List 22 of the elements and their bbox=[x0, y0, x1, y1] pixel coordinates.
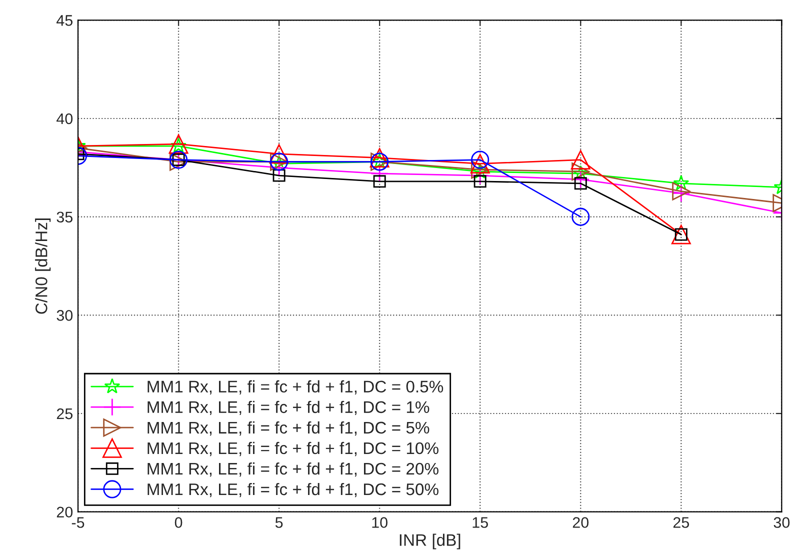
x-tick-label: 30 bbox=[774, 517, 790, 528]
x-tick-label: 10 bbox=[372, 517, 388, 528]
y-tick-label: 35 bbox=[56, 212, 73, 223]
legend-label: MM1 Rx, LE, fi = fc + fd + f1, DC = 20% bbox=[148, 462, 438, 477]
x-tick-label: -5 bbox=[72, 517, 84, 528]
legend-label: MM1 Rx, LE, fi = fc + fd + f1, DC = 1% bbox=[148, 400, 430, 416]
x-tick-label: 25 bbox=[673, 517, 690, 528]
y-axis-title: C/N0 [dB/Hz] bbox=[35, 218, 51, 314]
legend-label: MM1 Rx, LE, fi = fc + fd + f1, DC = 50% bbox=[148, 482, 438, 498]
x-tick-label: 15 bbox=[472, 517, 488, 528]
y-tick-label: 40 bbox=[56, 113, 73, 124]
y-tick-label: 30 bbox=[56, 310, 73, 321]
y-tick-label: 25 bbox=[56, 408, 73, 420]
x-tick-label: 5 bbox=[275, 517, 283, 528]
legend-label: MM1 Rx, LE, fi = fc + fd + f1, DC = 5% bbox=[148, 421, 430, 436]
x-axis-title: INR [dB] bbox=[400, 534, 460, 550]
y-tick-label: 45 bbox=[56, 15, 73, 26]
legend-label: MM1 Rx, LE, fi = fc + fd + f1, DC = 10% bbox=[148, 442, 438, 456]
y-tick-label: 20 bbox=[56, 506, 73, 518]
x-tick-label: 0 bbox=[174, 517, 182, 528]
x-tick-label: 20 bbox=[572, 517, 589, 528]
legend-label: MM1 Rx, LE, fi = fc + fd + f1, DC = 0.5% bbox=[148, 380, 444, 394]
